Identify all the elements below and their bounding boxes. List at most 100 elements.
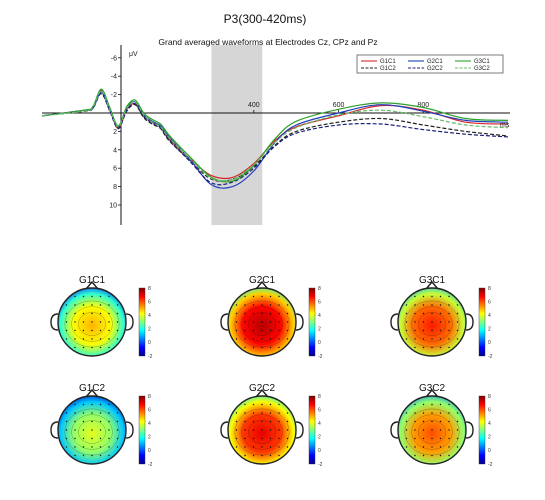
contour-line	[418, 312, 446, 336]
electrode-dot	[405, 412, 408, 414]
electrode-dot	[414, 420, 416, 423]
electrode-dot	[439, 429, 442, 431]
electrode-dot	[244, 446, 246, 448]
electrode-dot	[422, 338, 425, 340]
electrode-dot	[91, 429, 93, 431]
colorbar-tick-label: 4	[488, 313, 491, 319]
electrode-dot	[286, 329, 289, 332]
electrode-dot	[439, 321, 442, 323]
electrode-dot	[439, 420, 442, 423]
electrode-dot	[99, 329, 102, 332]
electrode-dot	[278, 437, 280, 440]
electrode-dot	[278, 304, 280, 306]
electrode-dot	[422, 446, 425, 448]
electrode-dot	[91, 420, 93, 423]
electrode-dot	[261, 329, 263, 332]
colorbar-tick-label: -2	[318, 462, 323, 468]
electrode-dot	[456, 412, 459, 414]
electrode-dot	[244, 429, 246, 431]
electrode-dot	[278, 412, 280, 414]
x-tick-label: 400	[248, 102, 260, 109]
electrode-dot	[286, 321, 289, 323]
electrode-dot	[439, 412, 442, 414]
electrode-dot	[74, 329, 76, 332]
colorbar-tick-label: 2	[318, 327, 321, 333]
electrode-dot	[439, 312, 442, 315]
electrode-dot	[99, 403, 102, 406]
electrode-dot	[252, 403, 255, 406]
nose	[85, 388, 99, 398]
y-tick-label: 10	[109, 203, 117, 210]
colorbar-tick-label: 2	[148, 435, 151, 441]
nose	[255, 280, 269, 290]
electrode-dot	[74, 420, 76, 423]
ear-left	[390, 421, 399, 439]
electrode-dot	[414, 346, 416, 349]
electrode-dot	[448, 437, 450, 440]
colorbar-tick-label: 0	[148, 340, 151, 346]
ear-right	[465, 313, 474, 331]
ear-right	[295, 421, 304, 439]
electrode-dot	[269, 412, 272, 414]
electrode-dot	[91, 304, 93, 306]
electrode-dot	[422, 321, 425, 323]
colorbar-tick-label: -2	[488, 462, 493, 468]
electrode-dot	[286, 304, 289, 306]
colorbar-tick-label: 0	[318, 340, 321, 346]
colorbar-tick-label: 8	[318, 394, 321, 400]
contour-line	[418, 420, 446, 444]
electrode-dot	[261, 346, 263, 349]
electrode-dot	[414, 338, 416, 340]
ear-left	[220, 421, 229, 439]
electrode-dot	[116, 321, 119, 323]
electrode-dot	[278, 454, 280, 457]
colorbar-tick-label: 6	[488, 299, 491, 305]
electrode-dot	[448, 403, 450, 406]
contour-line	[241, 306, 283, 342]
electrode-dot	[252, 446, 255, 448]
colorbar-tick-label: 8	[318, 286, 321, 292]
electrode-dot	[235, 446, 238, 448]
electrode-dot	[235, 321, 238, 323]
electrode-dot	[91, 329, 93, 332]
electrode-dot	[269, 312, 272, 315]
electrode-dot	[108, 420, 110, 423]
electrode-dot	[422, 329, 425, 332]
electrode-dot	[82, 321, 85, 323]
electrode-dot	[108, 295, 110, 298]
y-tick-label: 2	[113, 129, 117, 136]
electrode-dot	[108, 304, 110, 306]
electrode-dot	[65, 329, 68, 332]
electrode-dot	[278, 420, 280, 423]
electrode-dot	[286, 338, 289, 340]
p3-window-highlight	[211, 45, 263, 225]
electrode-dot	[82, 304, 85, 306]
electrode-dot	[286, 446, 289, 448]
electrode-dot	[269, 329, 272, 332]
legend-label: G1C1	[380, 59, 396, 65]
colorbar	[478, 287, 486, 357]
electrode-dot	[448, 304, 450, 306]
electrode-dot	[278, 338, 280, 340]
electrode-dot	[99, 346, 102, 349]
electrode-dot	[108, 338, 110, 340]
electrode-dot	[261, 312, 263, 315]
y-tick-label: -6	[111, 55, 117, 62]
ear-right	[465, 421, 474, 439]
electrode-dot	[278, 346, 280, 349]
electrode-dot	[244, 346, 246, 349]
electrode-dot	[108, 329, 110, 332]
electrode-dot	[82, 346, 85, 349]
contour-line	[71, 306, 113, 342]
electrode-dot	[235, 304, 238, 306]
electrode-dot	[422, 412, 425, 414]
y-tick-label: 4	[113, 147, 117, 154]
nose	[425, 388, 439, 398]
series-line-g3c2	[41, 90, 509, 182]
x-axis-label: ms	[500, 122, 510, 129]
electrode-dot	[244, 321, 246, 323]
electrode-dot	[108, 446, 110, 448]
colorbar-tick-label: 4	[488, 421, 491, 427]
colorbar-tick-label: 2	[488, 435, 491, 441]
electrode-dot	[405, 429, 408, 431]
